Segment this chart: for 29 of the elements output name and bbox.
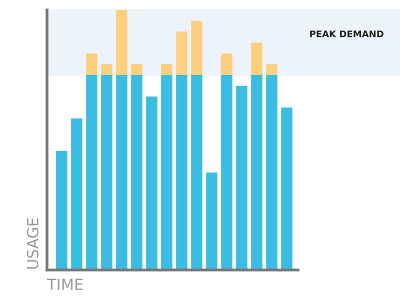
bar [236,86,248,270]
bar [161,74,172,270]
bar [86,74,98,270]
bar [161,64,172,75]
y-axis-title: USAGE [26,218,38,269]
bar [71,118,82,270]
bar [116,10,128,75]
bar [56,150,68,270]
bar [266,74,278,270]
bar [281,107,292,270]
bar [101,64,112,75]
bar [221,74,232,270]
bar [251,74,262,270]
bar [251,42,262,75]
bar [86,53,98,75]
bar [176,74,188,270]
bar [191,74,202,270]
bar [191,20,202,75]
band-label: PEAK DEMAND [310,30,384,38]
bar [146,96,158,270]
bar [131,74,142,270]
bar [206,172,218,270]
bar [221,53,232,75]
bar [266,64,278,75]
bar [101,74,112,270]
x-axis-title: TIME [46,278,83,290]
bar [116,74,128,270]
bar [131,64,142,75]
bar [176,32,188,75]
